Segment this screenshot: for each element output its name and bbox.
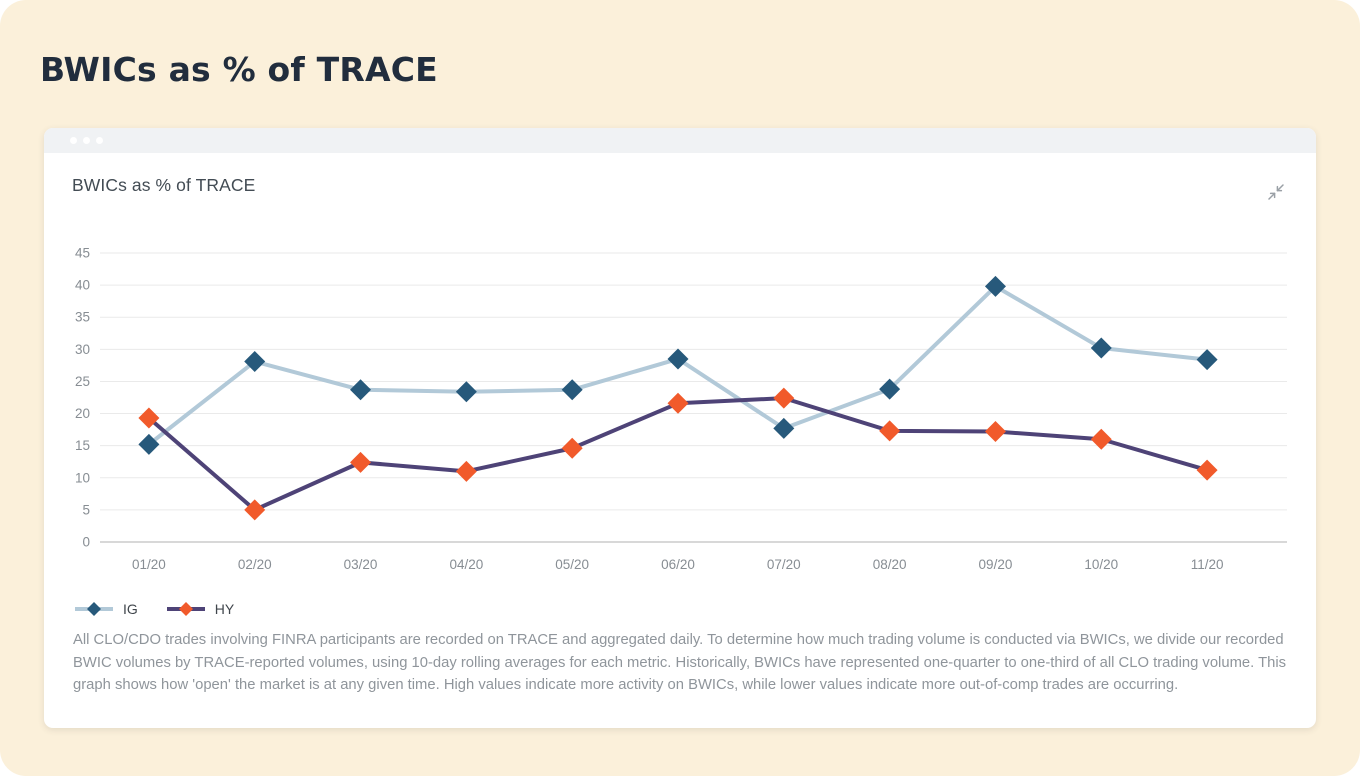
page-title: BWICs as % of TRACE [40,50,438,89]
card-window-bar [44,128,1316,153]
y-tick-label: 10 [75,470,90,485]
legend-marker-icon [166,602,205,616]
y-tick-label: 25 [75,374,90,389]
y-tick-label: 5 [82,502,90,517]
data-point-hy [1090,428,1112,450]
data-point-ig [350,379,372,401]
data-point-ig [561,379,583,401]
data-point-ig [244,351,266,373]
chart-card: BWICs as % of TRACE 0 5 10 15 20 25 30 35 40 45 01… [44,128,1316,728]
data-point-hy [879,420,901,442]
data-point-hy [350,451,372,473]
line-chart: 0 5 10 15 20 25 30 35 40 45 01/20 02/20 03/20 04/20 05… [75,246,1287,572]
y-tick-label: 40 [75,278,90,293]
data-point-ig [1090,337,1112,359]
data-point-ig [773,417,795,439]
data-point-ig [667,348,689,370]
x-tick-label: 03/20 [344,557,378,572]
data-point-hy [455,460,477,482]
x-tick-label: 01/20 [132,557,166,572]
y-tick-label: 35 [75,310,90,325]
window-dot [96,137,103,144]
data-point-hy [138,407,160,429]
x-tick-label: 06/20 [661,557,695,572]
data-point-hy [984,421,1006,443]
legend-label: HY [214,601,235,617]
x-tick-label: 07/20 [767,557,801,572]
legend-item-ig[interactable]: IG [74,601,138,617]
data-point-hy [667,392,689,414]
window-dot [70,137,77,144]
y-tick-label: 30 [75,342,90,357]
data-point-hy [244,499,266,521]
y-tick-label: 45 [75,246,90,261]
legend-item-hy[interactable]: HY [166,601,234,617]
data-point-hy [1196,459,1218,481]
y-tick-label: 0 [82,535,90,550]
x-tick-label: 11/20 [1191,557,1224,572]
y-tick-label: 20 [75,406,90,421]
legend-label: IG [123,601,138,617]
window-dot [83,137,90,144]
y-tick-label: 15 [75,438,90,453]
x-tick-label: 05/20 [555,557,589,572]
legend-marker-icon [75,602,113,616]
collapse-button[interactable] [1266,182,1286,202]
x-tick-label: 10/20 [1084,557,1118,572]
collapse-icon [1268,184,1284,200]
data-point-ig [1196,349,1218,371]
data-point-ig [455,381,477,403]
series-line-hy [146,396,1210,512]
chart-description: All CLO/CDO trades involving FINRA parti… [73,632,1287,693]
x-tick-label: 08/20 [873,557,907,572]
data-point-ig [879,378,901,400]
chart-legend: IG HY [74,601,234,617]
data-point-hy [773,387,795,409]
chart-title: BWICs as % of TRACE [72,175,256,195]
x-tick-label: 04/20 [449,557,483,572]
data-point-ig [138,433,160,455]
data-point-hy [561,437,583,459]
data-point-ig [984,275,1006,297]
x-tick-label: 09/20 [979,557,1013,572]
x-tick-label: 02/20 [238,557,272,572]
